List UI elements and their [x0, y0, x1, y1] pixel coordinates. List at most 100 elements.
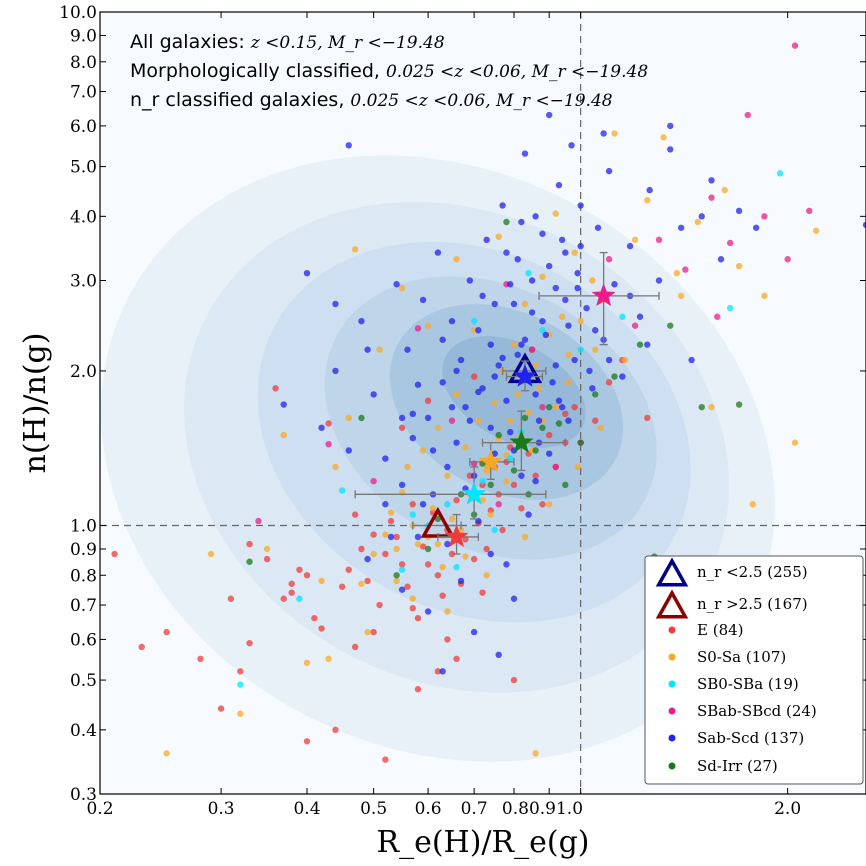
scatter-point [667, 146, 674, 153]
scatter-point [434, 424, 442, 431]
scatter-point [439, 668, 446, 675]
scatter-point [470, 555, 478, 563]
x-tick-label: 0.4 [293, 799, 320, 819]
scatter-point [528, 309, 536, 316]
scatter-point [735, 262, 743, 270]
median-star [462, 481, 487, 505]
scatter-point [288, 589, 295, 596]
scatter-point [491, 400, 498, 407]
scatter-point [592, 346, 599, 353]
legend-dot-marker [668, 734, 676, 742]
scatter-point [364, 577, 371, 585]
scatter-point [434, 540, 442, 548]
scatter-point [424, 561, 432, 568]
scatter-point [619, 373, 626, 380]
median-star [512, 363, 538, 387]
scatter-point [555, 181, 563, 189]
legend-label: n_r <2.5 (255) [697, 563, 808, 581]
scatter-point [448, 417, 456, 424]
legend-triangle-marker [655, 589, 689, 619]
scatter-point [514, 256, 521, 263]
scatter-point [483, 236, 490, 244]
scatter-point [491, 526, 498, 534]
scatter-point [398, 561, 406, 568]
median-star [509, 429, 534, 453]
scatter-point [660, 134, 667, 141]
scatter-point [409, 511, 416, 518]
scatter-point [549, 379, 556, 386]
scatter-point [555, 420, 563, 427]
scatter-point [382, 501, 389, 508]
scatter-point [453, 391, 460, 398]
summary-markers [354, 251, 660, 555]
scatter-point [296, 566, 303, 573]
scatter-point [303, 659, 311, 667]
scatter-point [589, 385, 596, 392]
scatter-point [539, 273, 546, 281]
scatter-point [539, 327, 546, 334]
scatter-point [688, 356, 695, 364]
scatter-point [434, 515, 442, 523]
scatter-point [545, 431, 553, 439]
scatter-point [475, 327, 482, 334]
scatter-point [453, 439, 460, 446]
x-tick-label: 0.5 [360, 799, 387, 819]
scatter-point [605, 167, 613, 175]
scatter-point [393, 533, 400, 541]
scatter-point [631, 322, 639, 329]
scatter-point [574, 463, 581, 471]
scatter-point [510, 300, 518, 308]
scatter-point [414, 540, 422, 548]
scatter-point [393, 545, 400, 553]
scatter-point [577, 439, 584, 446]
scatter-point [507, 428, 514, 436]
scatter-point [655, 236, 663, 244]
scatter-point [714, 313, 721, 320]
y-tick-label: 5.0 [70, 158, 97, 178]
scatter-point [255, 517, 262, 525]
scatter-point [812, 227, 820, 234]
scatter-point [708, 177, 715, 184]
scatter-point [644, 414, 651, 422]
scatter-point [510, 467, 518, 474]
scatter-point [462, 536, 469, 543]
scatter-point [453, 256, 460, 263]
scatter-point [545, 403, 553, 411]
scatter-point [744, 111, 751, 119]
scatter-point [682, 266, 689, 273]
scatter-point [495, 431, 502, 439]
scatter-point [444, 463, 451, 471]
scatter-point [806, 207, 813, 215]
scatter-point [518, 505, 525, 512]
scatter-point [393, 572, 400, 579]
y-tick-label: 0.9 [70, 540, 97, 560]
legend-dot-marker [668, 707, 676, 715]
x-tick-label: 0.6 [415, 799, 442, 819]
scatter-point [439, 592, 446, 599]
scatter-point [227, 595, 235, 602]
scatter-point [479, 292, 486, 300]
scatter-point [521, 533, 529, 541]
annotation-line-2: Morphologically classified, 0.025 <z <0.… [130, 60, 648, 82]
scatter-point [429, 505, 437, 512]
scatter-point [351, 643, 359, 651]
scatter-point [708, 194, 715, 201]
scatter-point [667, 322, 674, 329]
scatter-point [237, 681, 244, 688]
scatter-point [597, 424, 605, 431]
median-star [444, 524, 469, 548]
x-tick-label: 0.7 [461, 799, 488, 819]
scatter-point [398, 424, 406, 431]
scatter-point [424, 322, 432, 329]
scatter-point [521, 336, 529, 343]
scatter-point [457, 356, 465, 364]
scatter-point [667, 122, 674, 130]
scatter-point [414, 685, 422, 693]
scatter-point [325, 420, 332, 427]
scatter-point [589, 277, 596, 284]
scatter-point [558, 236, 566, 244]
scatter-point [503, 397, 510, 404]
scatter-point [495, 651, 502, 659]
scatter-point [499, 526, 506, 534]
scatter-point [698, 403, 705, 411]
